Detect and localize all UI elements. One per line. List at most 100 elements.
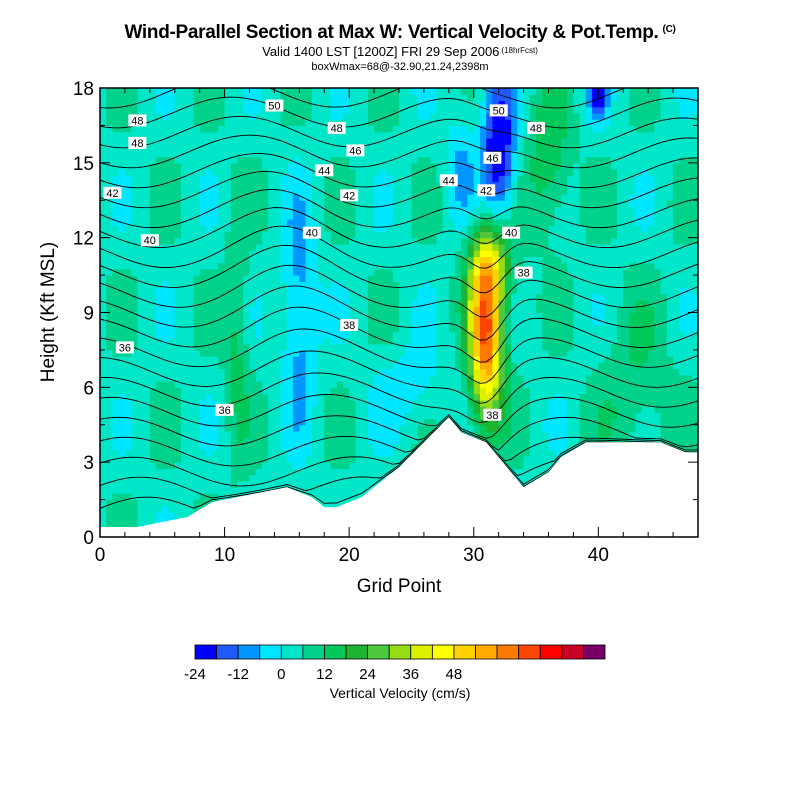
velocity-cell — [118, 462, 126, 470]
velocity-cell — [386, 393, 394, 401]
velocity-cell — [268, 449, 276, 457]
velocity-cell — [174, 424, 182, 432]
velocity-cell — [392, 455, 400, 463]
velocity-cell — [193, 349, 201, 357]
velocity-cell — [336, 200, 344, 208]
velocity-cell — [492, 437, 500, 445]
velocity-cell — [230, 150, 238, 158]
velocity-cell — [386, 88, 394, 95]
velocity-cell — [455, 337, 462, 345]
velocity-cell — [367, 462, 375, 470]
velocity-cell — [149, 468, 157, 476]
velocity-cell — [106, 474, 114, 482]
velocity-cell — [224, 430, 232, 438]
velocity-cell — [311, 281, 319, 289]
velocity-cell — [205, 243, 213, 251]
velocity-cell — [336, 194, 344, 201]
velocity-cell — [342, 112, 350, 120]
velocity-cell — [486, 125, 494, 133]
velocity-cell — [517, 162, 525, 170]
velocity-cell — [162, 144, 170, 151]
velocity-cell — [124, 287, 132, 295]
velocity-cell — [293, 150, 300, 158]
velocity-cell — [280, 156, 288, 164]
velocity-cell — [243, 169, 251, 176]
velocity-cell — [330, 318, 338, 326]
velocity-cell — [311, 443, 319, 451]
velocity-cell — [280, 387, 288, 395]
velocity-cell — [187, 318, 195, 326]
velocity-cell — [124, 318, 132, 326]
velocity-cell — [149, 131, 157, 139]
velocity-cell — [174, 187, 182, 195]
velocity-cell — [112, 100, 120, 108]
velocity-cell — [311, 187, 319, 195]
velocity-cell — [442, 88, 450, 95]
velocity-cell — [268, 112, 276, 120]
velocity-cell — [504, 275, 512, 282]
velocity-cell — [224, 243, 232, 251]
velocity-cell — [100, 187, 107, 195]
velocity-cell — [436, 125, 444, 133]
velocity-cell — [311, 125, 319, 133]
velocity-cell — [218, 200, 226, 208]
velocity-cell — [131, 499, 138, 507]
velocity-cell — [517, 455, 525, 463]
velocity-cell — [261, 381, 269, 388]
velocity-cell — [318, 374, 325, 382]
velocity-cell — [100, 368, 107, 376]
velocity-cell — [187, 194, 195, 201]
velocity-cell — [511, 343, 518, 351]
velocity-cell — [255, 256, 263, 264]
velocity-cell — [367, 194, 375, 201]
velocity-cell — [261, 88, 269, 95]
velocity-cell — [286, 393, 294, 401]
velocity-cell — [218, 437, 226, 445]
velocity-cell — [199, 150, 207, 158]
velocity-cell — [511, 175, 518, 183]
velocity-cell — [243, 449, 251, 457]
velocity-cell — [193, 499, 201, 507]
velocity-cell — [461, 262, 469, 270]
velocity-cell — [511, 430, 518, 438]
velocity-cell — [318, 368, 325, 376]
velocity-cell — [168, 100, 176, 108]
velocity-cell — [118, 125, 126, 133]
velocity-cell — [137, 169, 145, 176]
velocity-cell — [299, 175, 307, 183]
velocity-cell — [118, 362, 126, 370]
title-text: Wind-Parallel Section at Max W: Vertical… — [124, 22, 659, 43]
velocity-cell — [330, 474, 338, 482]
velocity-cell — [479, 281, 487, 289]
velocity-cell — [156, 331, 163, 339]
velocity-cell — [137, 225, 145, 233]
velocity-cell — [218, 162, 226, 170]
velocity-cell — [336, 424, 344, 432]
velocity-cell — [417, 393, 425, 401]
velocity-cell — [361, 137, 369, 145]
velocity-cell — [411, 94, 419, 102]
velocity-cell — [100, 406, 107, 413]
velocity-cell — [442, 100, 450, 108]
velocity-cell — [199, 393, 207, 401]
velocity-cell — [342, 374, 350, 382]
velocity-cell — [355, 243, 363, 251]
velocity-cell — [280, 150, 288, 158]
subtitle-note: (18hrFcst) — [501, 46, 538, 55]
velocity-cell — [448, 156, 456, 164]
velocity-cell — [517, 474, 525, 482]
velocity-cell — [299, 131, 307, 139]
velocity-cell — [399, 225, 406, 233]
velocity-cell — [479, 169, 487, 176]
velocity-cell — [311, 206, 319, 214]
velocity-cell — [479, 331, 487, 339]
velocity-cell — [168, 449, 176, 457]
velocity-cell — [286, 387, 294, 395]
velocity-cell — [448, 393, 456, 401]
velocity-cell — [149, 312, 157, 320]
velocity-cell — [399, 187, 406, 195]
velocity-cell — [274, 443, 282, 451]
velocity-cell — [299, 225, 307, 233]
velocity-cell — [436, 343, 444, 351]
velocity-cell — [342, 412, 350, 420]
